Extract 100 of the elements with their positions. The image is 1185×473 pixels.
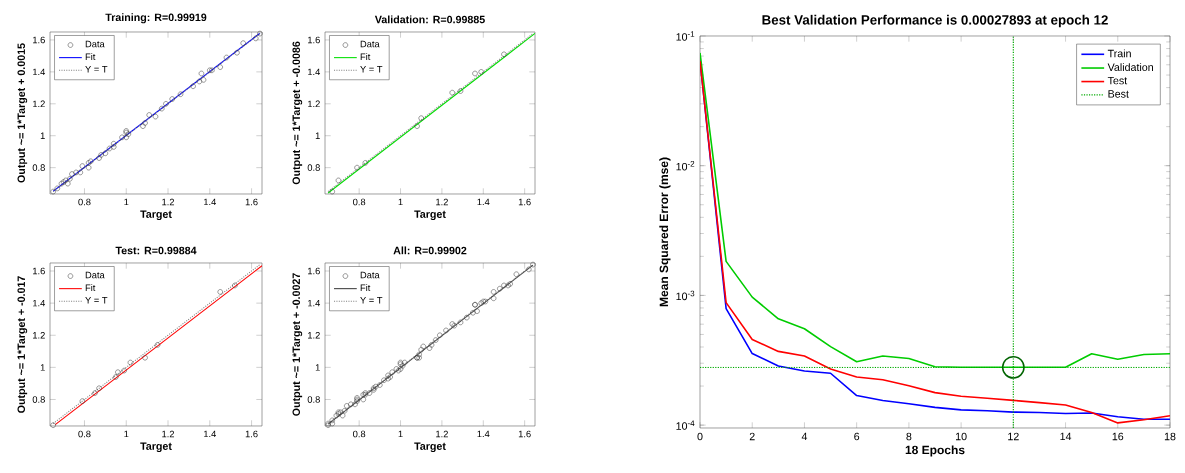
point bbox=[253, 35, 259, 42]
y-axis-title: Output ~= 1*Target + -0.0086 bbox=[292, 41, 303, 185]
x-tick-label: 1.2 bbox=[162, 198, 175, 206]
point bbox=[115, 369, 121, 375]
point bbox=[200, 77, 207, 83]
point bbox=[152, 113, 159, 120]
point bbox=[457, 88, 464, 94]
point bbox=[217, 289, 223, 295]
point bbox=[69, 171, 75, 177]
y-tick-label: 1 bbox=[40, 364, 45, 371]
y-tick-label: 1.4 bbox=[308, 68, 321, 76]
y-tick-label: 10$^{-4}$ bbox=[676, 420, 695, 430]
point bbox=[472, 70, 478, 77]
point bbox=[102, 150, 109, 156]
legend-label: Data bbox=[360, 40, 380, 48]
x-tick-label: 1 bbox=[398, 198, 403, 206]
point bbox=[177, 91, 184, 97]
x-tick-label: 0 bbox=[697, 432, 703, 441]
point bbox=[123, 134, 129, 140]
x-tick-label: 1.4 bbox=[204, 430, 216, 438]
y-axis-title: Output ~= 1*Target + 0.0015 bbox=[17, 43, 28, 183]
point bbox=[449, 89, 455, 96]
x-axis-title: Target bbox=[140, 210, 172, 221]
point bbox=[111, 141, 117, 147]
x-tick-label: 0.8 bbox=[78, 430, 91, 438]
point bbox=[217, 64, 223, 70]
point bbox=[154, 342, 161, 348]
x-tick-label: 6 bbox=[854, 432, 860, 441]
x-tick-label: 1.2 bbox=[162, 430, 175, 438]
legend-label: Y = T bbox=[85, 66, 108, 73]
point bbox=[127, 359, 134, 366]
y-tick-label: 10$^{-1}$ bbox=[676, 31, 695, 41]
y-axis-title: Output ~= 1*Target + -0.017 bbox=[17, 276, 28, 413]
chart-title: Training: R=0.99919 bbox=[105, 13, 207, 24]
point bbox=[142, 355, 148, 361]
point bbox=[418, 115, 424, 121]
legend-label: Data bbox=[360, 271, 380, 279]
x-tick-label: 1.6 bbox=[518, 198, 531, 206]
legend-label: Fit bbox=[360, 284, 371, 292]
x-tick-label: 8 bbox=[906, 432, 912, 441]
point bbox=[198, 70, 205, 77]
point bbox=[329, 188, 335, 195]
x-tick-label: 12 bbox=[1008, 432, 1019, 441]
y-tick-label: 1.2 bbox=[308, 332, 320, 339]
point bbox=[119, 134, 125, 140]
point bbox=[79, 398, 86, 404]
y-tick-label: 1.2 bbox=[33, 100, 45, 108]
point bbox=[85, 164, 92, 171]
legend-label: Y = T bbox=[360, 297, 383, 304]
x-tick-label: 0.8 bbox=[78, 198, 91, 206]
point bbox=[234, 50, 240, 56]
point bbox=[63, 177, 69, 184]
chart-title: Best Validation Performance is 0.00027893 at epoch 12 bbox=[762, 14, 1108, 28]
y-tick-label: 1 bbox=[315, 132, 320, 139]
point bbox=[223, 54, 230, 61]
y-tick-label: 1.6 bbox=[33, 267, 45, 275]
y-tick-label: 1.2 bbox=[308, 100, 320, 108]
x-tick-label: 10 bbox=[956, 432, 967, 441]
legend-label: Data bbox=[85, 40, 105, 48]
point bbox=[159, 105, 165, 112]
x-axis-title: Target bbox=[414, 210, 446, 221]
y-tick-label: 1.2 bbox=[33, 332, 45, 339]
y-tick-label: 0.8 bbox=[32, 164, 45, 171]
point bbox=[96, 385, 102, 391]
x-axis-title: Target bbox=[414, 442, 446, 453]
y-tick-label: 0.8 bbox=[32, 396, 45, 403]
legend-label: Train bbox=[1107, 49, 1131, 58]
point bbox=[163, 101, 169, 107]
y-axis-title: Mean Squared Error (mse) bbox=[659, 157, 671, 307]
point bbox=[414, 123, 420, 129]
point bbox=[92, 390, 98, 396]
point bbox=[190, 83, 196, 89]
point bbox=[85, 160, 92, 166]
x-tick-label: 1.2 bbox=[436, 198, 448, 206]
point bbox=[232, 282, 238, 289]
point bbox=[67, 176, 73, 182]
legend-label: Fit bbox=[85, 53, 96, 61]
x-axis-title: 18 Epochs bbox=[905, 445, 965, 457]
x-tick-label: 4 bbox=[801, 432, 808, 441]
legend-label: Fit bbox=[360, 53, 371, 61]
y-tick-label: 1 bbox=[315, 364, 320, 371]
point bbox=[169, 96, 175, 102]
x-tick-label: 1.4 bbox=[477, 430, 490, 438]
x-tick-label: 0.8 bbox=[353, 430, 366, 438]
point bbox=[106, 145, 113, 152]
point bbox=[88, 158, 94, 164]
point bbox=[50, 188, 56, 195]
legend-label: Best bbox=[1108, 90, 1129, 98]
point bbox=[142, 120, 148, 126]
y-tick-label: 1 bbox=[40, 132, 45, 139]
point bbox=[501, 51, 507, 57]
y-tick-label: 1.4 bbox=[33, 299, 46, 307]
y-tick-label: 1.4 bbox=[33, 68, 46, 76]
y-tick-label: 10$^{-2}$ bbox=[676, 160, 695, 171]
x-tick-label: 14 bbox=[1060, 432, 1072, 441]
y-axis-title: Output ~= 1*Target + -0.0027 bbox=[292, 273, 303, 416]
point bbox=[96, 155, 102, 161]
x-tick-label: 0.8 bbox=[353, 198, 366, 206]
point bbox=[335, 177, 342, 184]
x-tick-label: 18 bbox=[1164, 432, 1176, 441]
